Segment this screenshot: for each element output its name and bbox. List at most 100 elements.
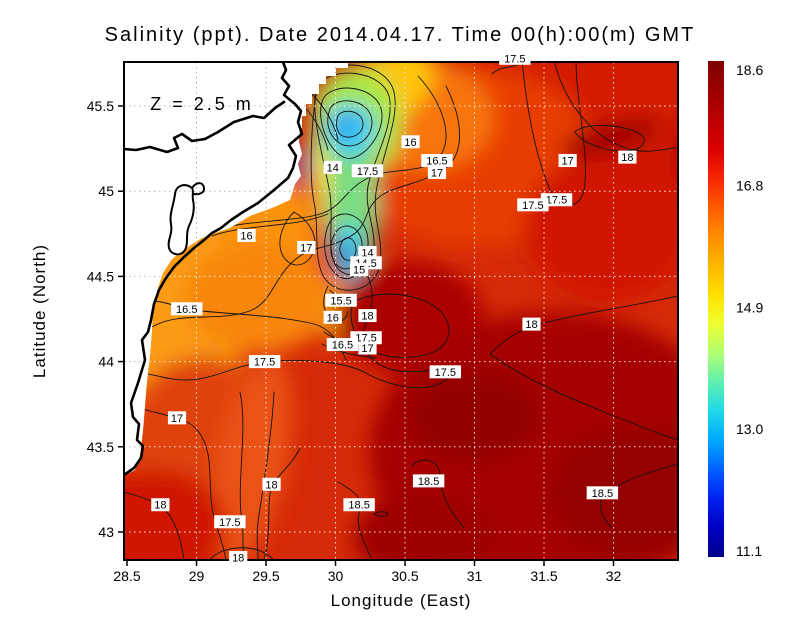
contour-label: 17 bbox=[297, 240, 316, 254]
coastline bbox=[124, 62, 304, 477]
contour-label-box bbox=[499, 51, 531, 65]
contour-label-text: 16 bbox=[240, 231, 252, 243]
contour-label: 16 bbox=[323, 310, 342, 324]
contour-label-text: 18.5 bbox=[592, 488, 613, 500]
contour-label: 18 bbox=[358, 309, 377, 323]
contour-label: 18.5 bbox=[412, 474, 445, 488]
contour-label-box bbox=[429, 365, 462, 379]
y-tick-label: 44 bbox=[98, 354, 114, 370]
contour-labels: 17.51616.51717.5141414.51515.5161817.516… bbox=[151, 51, 637, 565]
contour-label-box bbox=[323, 160, 342, 174]
contour-label-text: 18 bbox=[265, 479, 277, 491]
colorbar-tick-labels: 18.6 16.8 14.9 13.0 11.1 bbox=[736, 62, 763, 559]
contour-label-text: 18.5 bbox=[418, 476, 439, 488]
y-axis-ticks: 45.5 45 44.5 44 43.5 43 bbox=[87, 98, 124, 540]
coastline-bay bbox=[124, 100, 286, 154]
contour-label-text: 18 bbox=[361, 311, 373, 323]
contour-label-box bbox=[350, 263, 369, 277]
contour-label: 18 bbox=[618, 150, 637, 164]
contour-label-text: 16 bbox=[404, 137, 416, 149]
contour-label-box bbox=[358, 341, 377, 355]
contour-label: 17.5 bbox=[499, 51, 531, 65]
contour-label-box bbox=[427, 165, 447, 179]
y-axis-title: Latitude (North) bbox=[30, 244, 49, 378]
contour-label: 17.5 bbox=[214, 515, 246, 529]
colorbar-tick-label: 13.0 bbox=[736, 421, 763, 437]
x-tick-label: 28.5 bbox=[113, 568, 140, 584]
plot-border bbox=[123, 61, 679, 561]
figure-title: Salinity (ppt). Date 2014.04.17. Time 00… bbox=[105, 24, 696, 46]
contour-label-box bbox=[237, 229, 256, 243]
contour-label-text: 17.5 bbox=[435, 367, 456, 379]
x-tick-label: 29.5 bbox=[252, 568, 279, 584]
depth-annotation: Z = 2.5 m bbox=[150, 94, 254, 114]
x-tick-label: 30.5 bbox=[391, 568, 418, 584]
contour-label-text: 17.5 bbox=[219, 517, 240, 529]
contour-label-box bbox=[343, 498, 375, 512]
contour-label: 15 bbox=[350, 263, 369, 277]
contour-label: 17.5 bbox=[517, 198, 549, 212]
contour-label-box bbox=[297, 240, 316, 254]
contour-label-text: 17 bbox=[361, 343, 373, 355]
contour-label: 17 bbox=[558, 154, 577, 168]
contour-label-text: 18 bbox=[525, 319, 537, 331]
contour-label-text: 17.5 bbox=[522, 200, 543, 212]
contour-label-box bbox=[618, 150, 637, 164]
contour-label: 17 bbox=[167, 411, 187, 425]
contour-label-box bbox=[401, 135, 420, 149]
colorbar: 18.6 16.8 14.9 13.0 11.1 bbox=[708, 61, 763, 559]
contour-label-text: 17 bbox=[562, 156, 574, 168]
contour-label-text: 16.5 bbox=[426, 156, 447, 168]
contour-label-box bbox=[167, 411, 187, 425]
contour-label-box bbox=[412, 474, 445, 488]
contour-label-text: 16 bbox=[327, 312, 339, 324]
contour-label-box bbox=[214, 515, 246, 529]
contour-label-box bbox=[351, 164, 384, 178]
contour-label: 16.5 bbox=[421, 154, 453, 168]
contour-label-text: 18 bbox=[232, 553, 244, 565]
contour-label: 18.5 bbox=[586, 486, 619, 500]
contour-label: 16 bbox=[401, 135, 420, 149]
y-tick-label: 45.5 bbox=[87, 98, 114, 114]
contour-label-text: 17 bbox=[431, 167, 443, 179]
x-tick-label: 31 bbox=[467, 568, 483, 584]
contour-label: 17.5 bbox=[351, 164, 384, 178]
contour-label-text: 17.5 bbox=[504, 53, 525, 65]
y-tick-label: 43 bbox=[98, 524, 114, 540]
x-axis-title: Longitude (East) bbox=[331, 591, 472, 610]
contour-label-box bbox=[248, 355, 281, 369]
contour-label-box bbox=[350, 331, 382, 345]
colorbar-gradient bbox=[708, 61, 724, 557]
x-tick-label: 31.5 bbox=[530, 568, 557, 584]
contour-label-text: 17 bbox=[300, 242, 312, 254]
contour-label-text: 16.5 bbox=[332, 340, 353, 352]
contour-label-text: 18 bbox=[154, 500, 166, 512]
contour-label-text: 14 bbox=[327, 162, 339, 174]
contour-label-text: 17.5 bbox=[357, 166, 378, 178]
colorbar-tick-label: 14.9 bbox=[736, 299, 763, 315]
contour-label-box bbox=[325, 293, 357, 307]
contour-label: 17 bbox=[427, 165, 447, 179]
contour-label: 17 bbox=[358, 341, 377, 355]
y-tick-label: 43.5 bbox=[87, 439, 114, 455]
contour-label-box bbox=[586, 486, 619, 500]
y-tick-label: 45 bbox=[98, 183, 114, 199]
contour-label-box bbox=[540, 193, 573, 207]
x-tick-label: 30 bbox=[328, 568, 344, 584]
x-axis-ticks: 28.5 29 29.5 30 30.5 31 31.5 32 bbox=[113, 560, 621, 584]
x-tick-label: 29 bbox=[189, 568, 205, 584]
land-mass bbox=[124, 62, 348, 476]
contour-label-text: 17 bbox=[171, 413, 183, 425]
contour-label-box bbox=[522, 317, 541, 331]
x-tick-label: 32 bbox=[606, 568, 622, 584]
gridlines-sea bbox=[124, 62, 678, 560]
contour-label-box bbox=[229, 551, 248, 565]
contour-label: 15.5 bbox=[325, 293, 357, 307]
contour-label: 16 bbox=[237, 229, 256, 243]
contour-label-box bbox=[262, 477, 281, 491]
contour-label-box bbox=[326, 338, 359, 352]
contour-label: 18.5 bbox=[343, 498, 375, 512]
contour-label-box bbox=[421, 154, 453, 168]
contour-label-box bbox=[558, 154, 577, 168]
